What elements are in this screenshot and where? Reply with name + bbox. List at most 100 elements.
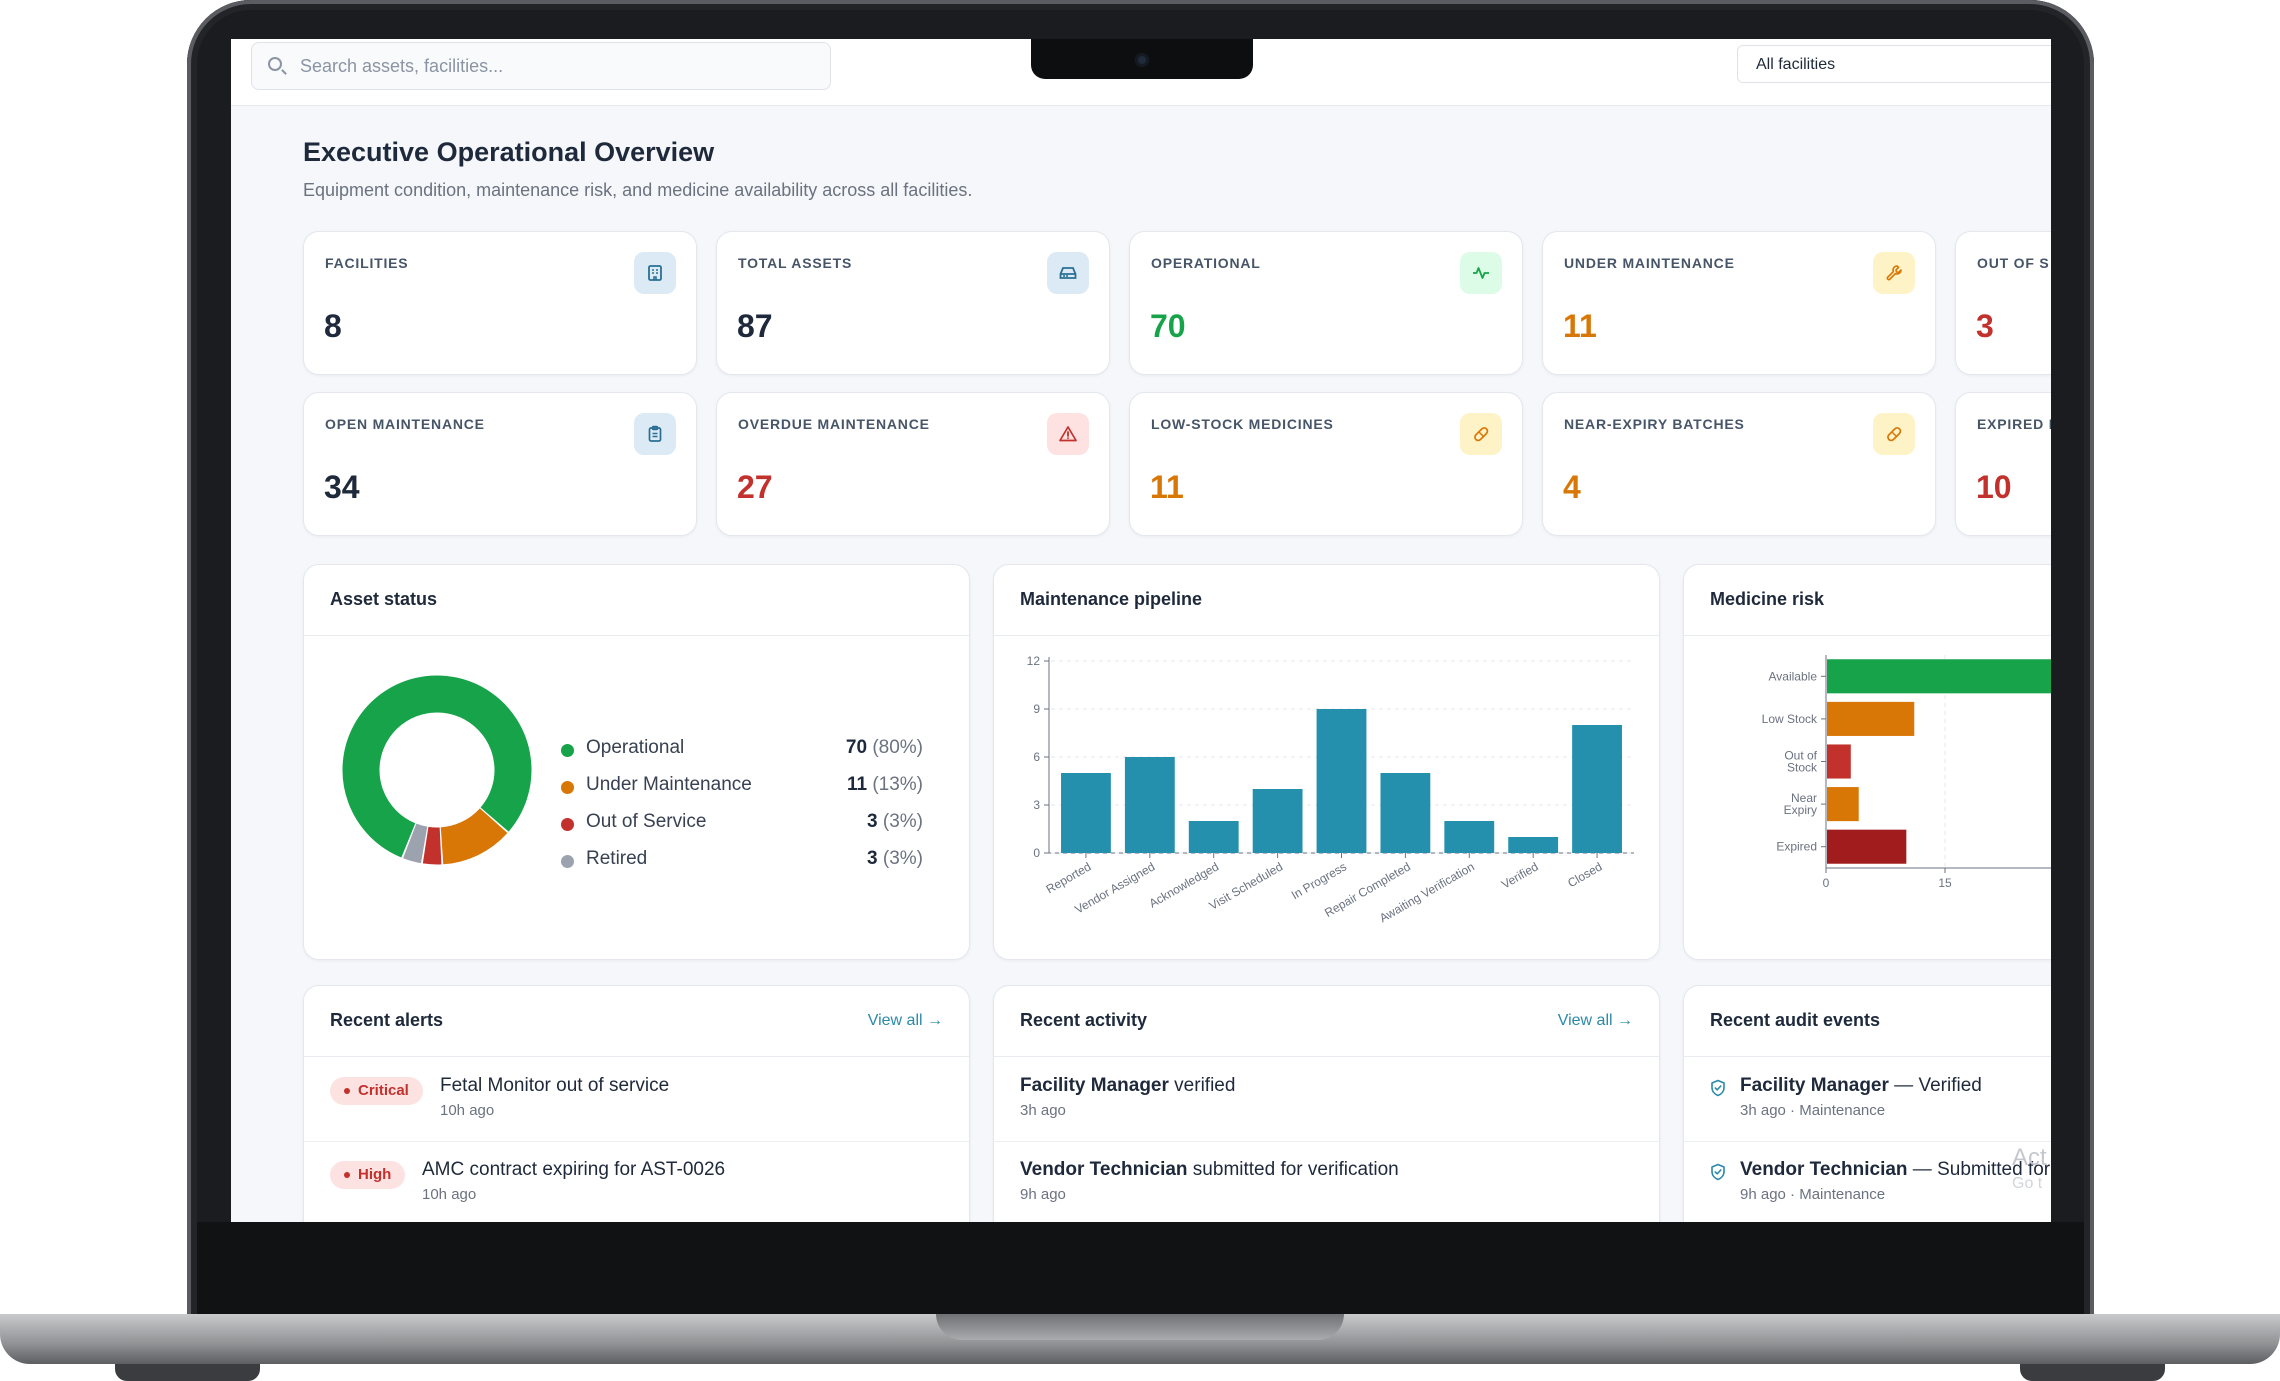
kpi-card-facilities[interactable]: FACILITIES 8 <box>303 231 697 375</box>
laptop-foot-left <box>115 1364 260 1381</box>
kpi-value: 34 <box>324 469 360 505</box>
kpi-label: OPERATIONAL <box>1151 255 1261 271</box>
alert-time: 10h ago <box>440 1102 495 1119</box>
camera-notch <box>1031 39 1253 79</box>
search-box[interactable] <box>251 42 831 90</box>
kpi-value: 11 <box>1563 308 1597 344</box>
kpi-card-overdue-maintenance[interactable]: OVERDUE MAINTENANCE 27 <box>716 392 1110 536</box>
kpi-card-out-of-service[interactable]: OUT OF S 3 <box>1955 231 2051 375</box>
kpi-card-total-assets[interactable]: TOTAL ASSETS 87 <box>716 231 1110 375</box>
legend-under-maintenance: Under Maintenance 11 (13%) <box>561 774 941 800</box>
facility-select[interactable]: All facilities <box>1737 45 2051 83</box>
kpi-label: TOTAL ASSETS <box>738 255 853 271</box>
alert-time: 10h ago <box>422 1186 477 1203</box>
activity-text: Vendor Technician submitted for verifica… <box>1020 1159 1399 1180</box>
kpi-card-open-maintenance[interactable]: OPEN MAINTENANCE 34 <box>303 392 697 536</box>
bar-repair-completed <box>1380 773 1431 853</box>
y-tick-label: Stock <box>1787 761 1818 775</box>
legend-value: 3 (3%) <box>867 811 923 832</box>
bar-closed <box>1572 725 1622 853</box>
x-tick-label: Reported <box>1044 859 1094 896</box>
alert-row[interactable]: Critical Fetal Monitor out of service 10… <box>304 1057 969 1142</box>
wrench-icon <box>1873 252 1915 294</box>
legend-retired: Retired 3 (3%) <box>561 848 941 874</box>
legend-value: 11 (13%) <box>846 774 923 795</box>
legend-out-of-service: Out of Service 3 (3%) <box>561 811 941 837</box>
y-tick-label: 9 <box>1033 702 1040 716</box>
legend-label: Out of Service <box>586 811 707 832</box>
activity-icon <box>1460 252 1502 294</box>
pill-icon <box>1873 413 1915 455</box>
pill-icon <box>1460 413 1502 455</box>
kpi-card-near-expiry-batches[interactable]: NEAR-EXPIRY BATCHES 4 <box>1542 392 1936 536</box>
kpi-card-under-maintenance[interactable]: UNDER MAINTENANCE 11 <box>1542 231 1936 375</box>
kpi-card-low-stock-medicines[interactable]: LOW-STOCK MEDICINES 11 <box>1129 392 1523 536</box>
y-tick-label: Out of <box>1784 749 1817 763</box>
bar-in-progress <box>1316 709 1367 853</box>
warning-triangle-icon <box>1047 413 1089 455</box>
donut-slice-operational <box>342 675 532 858</box>
kpi-value: 4 <box>1563 469 1581 505</box>
activity-time: 9h ago <box>1020 1186 1066 1203</box>
activity-row[interactable]: Facility Manager verified 3h ago <box>994 1057 1659 1142</box>
y-tick-label: Expired <box>1776 840 1817 854</box>
card-title: Recent alerts <box>330 1010 444 1030</box>
x-tick-label: 15 <box>1938 876 1952 890</box>
audit-row[interactable]: Vendor Technician — Submitted for 9h ago… <box>1684 1141 2051 1222</box>
bar-available <box>1827 659 2051 694</box>
bar-verified <box>1508 837 1559 853</box>
legend-value: 70 (80%) <box>845 737 923 758</box>
activity-text: Facility Manager verified <box>1020 1075 1236 1096</box>
kpi-label: LOW-STOCK MEDICINES <box>1151 416 1334 432</box>
building-icon <box>634 252 676 294</box>
x-tick-label: 0 <box>1823 876 1830 890</box>
kpi-value: 8 <box>324 308 342 344</box>
shield-check-icon <box>1711 1163 1725 1181</box>
activity-time: 3h ago <box>1020 1102 1066 1119</box>
view-all-alerts-link[interactable]: View all → <box>867 1012 943 1029</box>
y-tick-label: Low Stock <box>1762 712 1818 726</box>
legend-label: Operational <box>586 737 685 758</box>
card-title: Maintenance pipeline <box>1020 589 1203 609</box>
kpi-label: NEAR-EXPIRY BATCHES <box>1564 416 1745 432</box>
bar-out-of-stock <box>1827 744 1851 779</box>
activation-watermark: Act <box>2012 1144 2047 1171</box>
card-header: Recent audit events <box>1684 986 2051 1057</box>
audit-row[interactable]: Facility Manager — Verified 3h ago · Mai… <box>1684 1057 2051 1142</box>
bar-reported <box>1061 773 1111 853</box>
bar-low-stock <box>1827 701 1915 736</box>
kpi-card-operational[interactable]: OPERATIONAL 70 <box>1129 231 1523 375</box>
y-tick-label: 6 <box>1033 750 1040 764</box>
kpi-card-expired-batches[interactable]: EXPIRED B 10 <box>1955 392 2051 536</box>
shield-check-icon <box>1711 1079 1725 1097</box>
hard-drive-icon <box>1047 252 1089 294</box>
audit-time: 3h ago · Maintenance <box>1740 1102 1886 1119</box>
x-tick-label: Closed <box>1565 859 1604 890</box>
activity-row[interactable]: Vendor Technician submitted for verifica… <box>994 1141 1659 1222</box>
laptop-foot-right <box>2020 1364 2165 1381</box>
kpi-value: 27 <box>737 469 773 505</box>
medicine-risk-card: Medicine risk 0 15 Available Low Stock Out o… <box>1683 564 2051 960</box>
donut-slice-out-of-service <box>422 826 442 865</box>
alert-text: AMC contract expiring for AST-0026 <box>422 1159 726 1180</box>
donut-slice-retired <box>403 823 428 864</box>
search-icon <box>268 57 282 71</box>
audit-text: Facility Manager — Verified <box>1740 1075 1982 1096</box>
kpi-value: 10 <box>1976 469 2012 505</box>
kpi-value: 3 <box>1976 308 1994 344</box>
y-tick-label: 0 <box>1033 846 1040 860</box>
bar-expired <box>1827 829 1907 864</box>
kpi-value: 70 <box>1150 308 1186 344</box>
kpi-label: OPEN MAINTENANCE <box>325 416 485 432</box>
kpi-label: OVERDUE MAINTENANCE <box>738 416 930 432</box>
card-title: Medicine risk <box>1710 589 1825 609</box>
view-all-activity-link[interactable]: View all → <box>1557 1012 1633 1029</box>
search-input[interactable] <box>298 47 802 85</box>
alert-row[interactable]: High AMC contract expiring for AST-0026 … <box>304 1141 969 1222</box>
card-header: Recent activity View all → <box>994 986 1659 1057</box>
legend-label: Under Maintenance <box>586 774 752 795</box>
kpi-label: UNDER MAINTENANCE <box>1564 255 1735 271</box>
bar-near-expiry <box>1827 787 1859 822</box>
audit-time: 9h ago · Maintenance <box>1740 1186 1886 1203</box>
